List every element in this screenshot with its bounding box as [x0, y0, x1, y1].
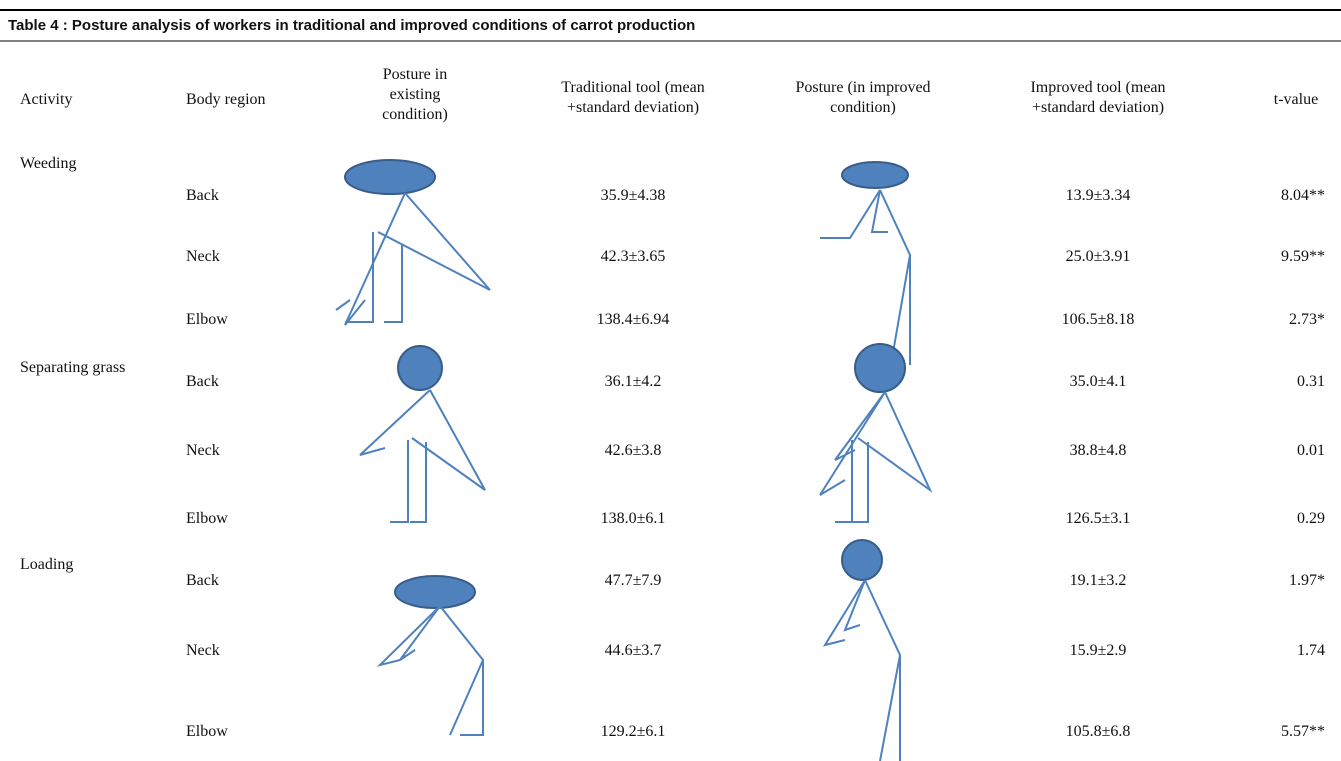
t-value: 5.57**: [1281, 723, 1325, 740]
t-value: 0.29: [1297, 510, 1325, 527]
activity: Loading: [20, 556, 74, 573]
column-header: Traditional tool (mean +standard deviati…: [561, 79, 705, 116]
t-value: 0.31: [1297, 373, 1325, 390]
posture-loading-existing: [376, 575, 484, 736]
activity: Separating grass: [20, 359, 126, 376]
t-value: 9.59**: [1281, 248, 1325, 265]
column-header: t-value: [1273, 91, 1319, 108]
traditional-value: 129.2±6.1: [600, 723, 666, 740]
body-region: Elbow: [186, 510, 228, 527]
improved-value: 106.5±8.18: [1061, 311, 1135, 328]
body-region: Back: [186, 572, 219, 589]
t-value: 8.04**: [1281, 187, 1325, 204]
traditional-value: 44.6±3.7: [604, 642, 662, 659]
traditional-value: 138.0±6.1: [600, 510, 666, 527]
improved-value: 105.8±6.8: [1065, 723, 1131, 740]
traditional-value: 42.6±3.8: [604, 442, 662, 459]
activity: Weeding: [20, 155, 77, 172]
improved-value: 38.8±4.8: [1069, 442, 1127, 459]
traditional-value: 36.1±4.2: [604, 373, 662, 390]
improved-value: 15.9±2.9: [1069, 642, 1127, 659]
posture-loading-improved: [822, 539, 901, 761]
traditional-value: 42.3±3.65: [600, 248, 666, 265]
t-value: 1.97*: [1289, 572, 1325, 589]
body-region: Neck: [186, 642, 220, 659]
posture-weeding-existing: [335, 159, 491, 326]
posture-separating-existing: [359, 345, 486, 523]
improved-value: 13.9±3.34: [1065, 187, 1131, 204]
body-region: Neck: [186, 248, 220, 265]
body-region: Elbow: [186, 311, 228, 328]
body-region: Back: [186, 187, 219, 204]
body-region: Neck: [186, 442, 220, 459]
traditional-value: 47.7±7.9: [604, 572, 662, 589]
column-header: Body region: [186, 91, 266, 108]
column-header: Posture in existing condition): [382, 66, 448, 123]
posture-weeding-improved: [820, 161, 911, 371]
traditional-value: 138.4±6.94: [596, 311, 670, 328]
t-value: 1.74: [1297, 642, 1325, 659]
improved-value: 35.0±4.1: [1069, 373, 1127, 390]
improved-value: 25.0±3.91: [1065, 248, 1131, 265]
improved-value: 19.1±3.2: [1069, 572, 1127, 589]
t-value: 2.73*: [1289, 311, 1325, 328]
improved-value: 126.5±3.1: [1065, 510, 1131, 527]
t-value: 0.01: [1297, 442, 1325, 459]
column-header: Activity: [20, 91, 73, 108]
traditional-value: 35.9±4.38: [600, 187, 666, 204]
posture-separating-improved: [819, 343, 933, 523]
table-title: Table 4 : Posture analysis of workers in…: [8, 17, 696, 34]
column-header: Posture (in improved condition): [795, 79, 931, 116]
body-region: Elbow: [186, 723, 228, 740]
column-header: Improved tool (mean +standard deviation): [1030, 79, 1166, 116]
body-region: Back: [186, 373, 219, 390]
